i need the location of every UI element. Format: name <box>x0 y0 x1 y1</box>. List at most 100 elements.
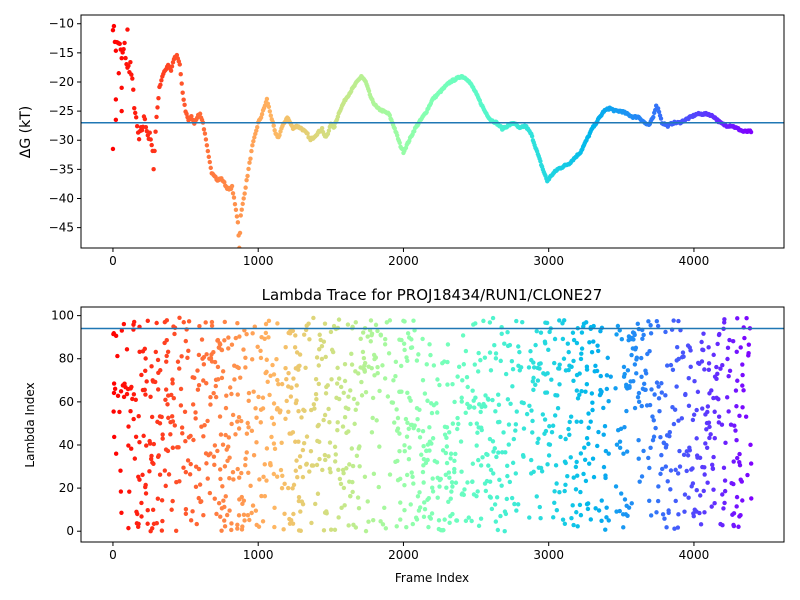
lambda-point <box>133 397 138 403</box>
lambda-point <box>568 414 574 419</box>
lambda-point <box>183 511 189 516</box>
lambda-point <box>293 333 298 338</box>
lambda-point <box>487 320 493 325</box>
lambda-point <box>595 443 600 449</box>
dg-point <box>237 245 242 248</box>
dg-x-tick-label: 3000 <box>533 254 564 268</box>
lambda-point <box>247 517 252 523</box>
lambda-point <box>135 511 140 517</box>
lambda-point <box>697 455 703 460</box>
lambda-point <box>195 387 201 392</box>
dg-point <box>206 154 212 160</box>
lambda-point <box>169 392 174 398</box>
dg-y-tick-label: −45 <box>49 221 74 235</box>
lambda-point <box>721 465 727 471</box>
lambda-point <box>387 472 393 477</box>
lambda-point <box>520 319 525 325</box>
lambda-point <box>235 522 240 528</box>
lambda-point <box>128 409 133 414</box>
lambda-point <box>491 471 496 476</box>
dg-point <box>319 126 325 131</box>
dg-point <box>154 114 159 120</box>
lambda-point <box>121 321 127 327</box>
lambda-point <box>495 392 501 397</box>
lambda-point <box>636 399 642 405</box>
lambda-point <box>531 387 536 393</box>
lambda-point <box>147 438 152 444</box>
lambda-point <box>262 493 268 499</box>
lambda-point <box>429 511 435 516</box>
lambda-point <box>577 502 583 508</box>
lambda-point <box>641 381 647 387</box>
lambda-point <box>380 363 385 368</box>
lambda-point <box>336 467 341 472</box>
lambda-point <box>291 511 296 517</box>
lambda-point <box>613 484 619 489</box>
lambda-point <box>201 355 207 360</box>
lambda-point <box>723 440 728 446</box>
lambda-point <box>368 318 374 323</box>
lambda-point <box>604 505 609 510</box>
lambda-point <box>412 423 417 428</box>
lambda-point <box>386 351 392 356</box>
lambda-point <box>453 480 459 485</box>
lambda-point <box>536 436 541 442</box>
lambda-point <box>722 317 727 322</box>
lambda-point <box>608 374 613 379</box>
lambda-point <box>430 489 436 494</box>
lambda-point <box>359 379 364 385</box>
lambda-point <box>121 394 127 400</box>
lambda-point <box>126 424 131 429</box>
lambda-point <box>437 484 442 489</box>
lambda-point <box>540 412 546 417</box>
lambda-point <box>291 482 297 488</box>
lambda-point <box>223 432 228 438</box>
lambda-point <box>740 498 745 503</box>
lambda-point <box>366 519 371 524</box>
lambda-point <box>561 318 567 323</box>
lambda-point <box>421 480 426 485</box>
dg-point <box>156 95 161 101</box>
lambda-point <box>488 368 494 373</box>
dg-point <box>239 207 244 212</box>
dg-point <box>271 123 276 128</box>
lambda-point <box>590 400 595 405</box>
lambda-point <box>682 492 688 497</box>
lambda-point <box>212 443 218 448</box>
lambda-point <box>370 395 376 401</box>
lambda-point <box>397 431 402 436</box>
lambda-point <box>252 324 257 329</box>
lambda-point <box>228 385 233 390</box>
lambda-point <box>495 527 501 533</box>
lambda-point <box>284 398 289 404</box>
lambda-point <box>196 466 202 472</box>
lambda-point <box>444 435 449 441</box>
lambda-point <box>233 432 238 437</box>
lambda-point <box>137 477 142 482</box>
lambda-point <box>647 498 652 503</box>
lambda-point <box>722 500 727 506</box>
lambda-point <box>338 384 344 390</box>
lambda-point <box>452 399 457 405</box>
lambda-point <box>209 319 215 325</box>
lambda-point <box>552 336 558 342</box>
dg-point <box>259 112 265 117</box>
lambda-point <box>737 451 742 457</box>
lambda-point <box>715 341 720 347</box>
lambda-point <box>648 331 654 336</box>
lambda-point <box>346 394 351 399</box>
lambda-point <box>571 337 577 343</box>
lambda-point <box>497 477 502 483</box>
dg-point <box>181 97 186 102</box>
lambda-point <box>575 396 581 401</box>
lambda-point <box>665 363 670 368</box>
lambda-point <box>579 389 584 394</box>
lambda-point <box>588 517 593 522</box>
lambda-point <box>682 509 687 514</box>
lambda-point <box>279 440 284 445</box>
lambda-point <box>329 377 334 382</box>
lambda-point <box>574 340 580 346</box>
lambda-point <box>438 476 443 482</box>
lambda-point <box>587 340 592 345</box>
lambda-point <box>658 471 663 477</box>
